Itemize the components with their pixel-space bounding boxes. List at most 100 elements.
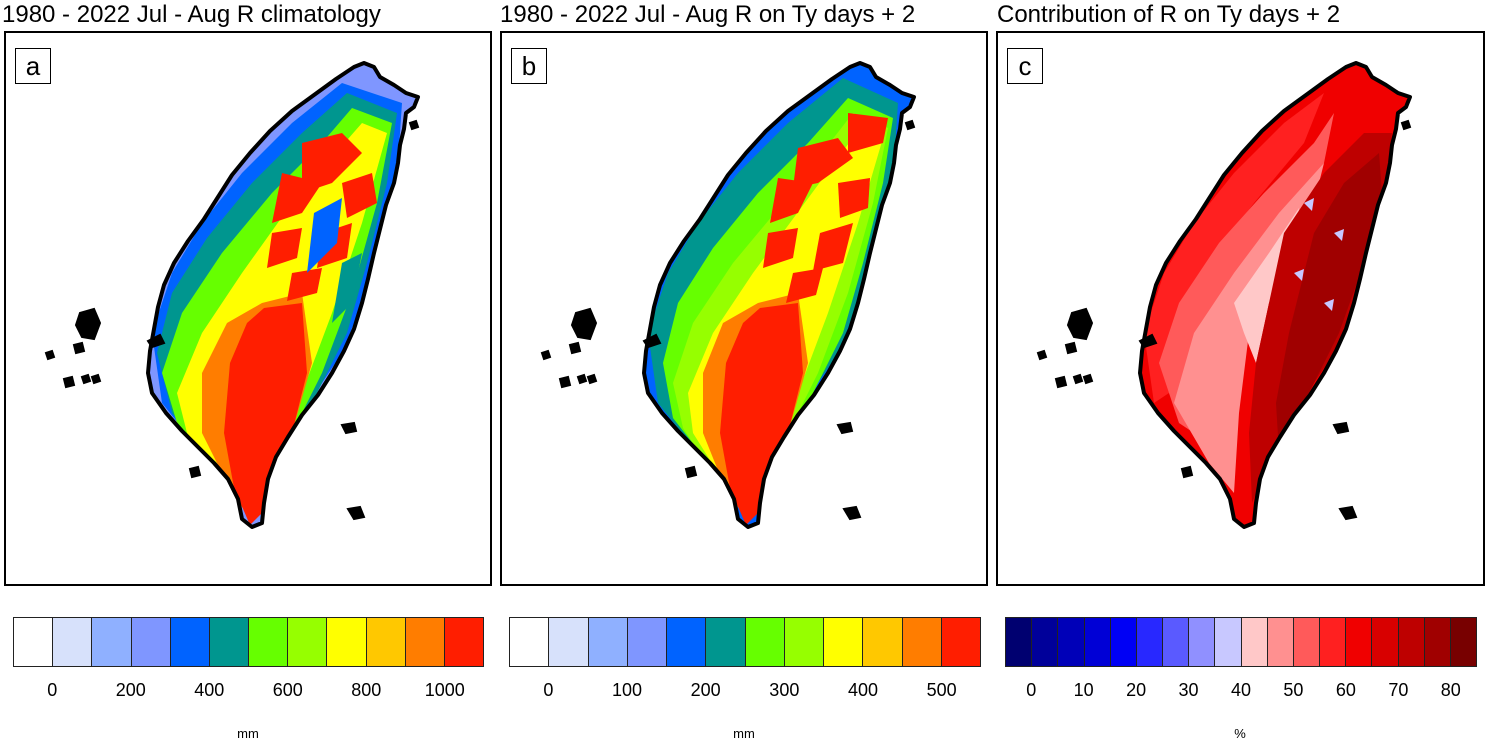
contour-band	[224, 303, 307, 525]
contour-band	[272, 173, 322, 223]
contour-band	[307, 198, 342, 273]
colorbar-tick-label: 20	[1126, 680, 1147, 700]
coastline	[146, 61, 420, 529]
colorbar-c-units: %	[1234, 726, 1246, 741]
island	[684, 465, 698, 479]
colorbar-tick-label: 200	[115, 680, 146, 700]
colorbar-swatch	[902, 618, 942, 666]
taiwan-map-b	[540, 61, 916, 529]
colorbar-a	[13, 617, 484, 667]
colorbar-swatch	[627, 618, 667, 666]
colorbar-swatch	[209, 618, 250, 666]
island	[1064, 341, 1078, 355]
colorbar-swatch	[706, 618, 746, 666]
taiwan-map-c	[1036, 61, 1412, 529]
rainfall-field	[1140, 63, 1410, 527]
island	[90, 373, 102, 385]
colorbar-c	[1005, 617, 1477, 667]
island	[836, 421, 854, 435]
colorbar-swatch	[1058, 618, 1085, 666]
colorbar-swatch	[1320, 618, 1347, 666]
colorbar-tick-label: 400	[847, 680, 879, 700]
colorbar-swatch	[366, 618, 406, 666]
colorbar-tick-label: 50	[1283, 680, 1304, 700]
colorbar-swatch	[941, 618, 980, 666]
panel-label-c: c	[1007, 48, 1043, 84]
colorbar-swatch	[549, 618, 589, 666]
panel-label-a: a	[15, 48, 51, 84]
island	[558, 375, 572, 389]
island	[44, 349, 56, 361]
colorbar-swatch	[667, 618, 707, 666]
island	[842, 505, 862, 521]
island	[188, 465, 202, 479]
contour-band	[302, 133, 362, 193]
island	[568, 341, 582, 355]
contour-band	[720, 303, 803, 525]
colorbar-swatch	[1136, 618, 1164, 666]
colorbar-tick-label: 0	[47, 680, 58, 700]
contour-band	[342, 173, 377, 218]
colorbar-swatch	[1450, 618, 1477, 666]
contour-band	[1304, 198, 1314, 211]
colorbar-tick-label: 10	[1073, 680, 1094, 700]
colorbar-tick-label: 80	[1440, 680, 1461, 700]
island	[540, 349, 552, 361]
colorbar-tick-label: 300	[769, 680, 800, 700]
island	[904, 119, 916, 131]
colorbar-swatch	[1163, 618, 1190, 666]
island	[1082, 373, 1094, 385]
island	[74, 307, 102, 341]
island	[1066, 307, 1094, 341]
contour-band	[848, 113, 888, 153]
colorbar-tick-label: 800	[351, 680, 382, 700]
colorbar-swatch	[1241, 618, 1268, 666]
contour-band	[1324, 299, 1334, 311]
colorbar-tick-label: 30	[1178, 680, 1199, 700]
panel-label-b: b	[511, 48, 547, 84]
colorbar-swatch	[510, 618, 550, 666]
colorbar-swatch	[131, 618, 171, 666]
colorbar-swatch	[170, 618, 210, 666]
colorbar-swatch	[14, 618, 54, 666]
island	[576, 373, 588, 385]
island	[62, 375, 76, 389]
colorbar-tick-label: 400	[194, 680, 225, 700]
colorbar-swatch	[1424, 618, 1451, 666]
island	[1036, 349, 1048, 361]
colorbar-tick-label: 60	[1335, 680, 1356, 700]
map-panel-c: c	[996, 31, 1485, 586]
island	[80, 373, 92, 385]
contour-band	[793, 138, 853, 188]
map-panel-a: a	[4, 31, 492, 586]
colorbar-tick-label: 100	[611, 680, 643, 700]
rainfall-field	[148, 63, 418, 527]
colorbar-tick-label: 40	[1230, 680, 1252, 700]
colorbar-swatch	[288, 618, 328, 666]
colorbar-swatch	[92, 618, 132, 666]
island	[642, 333, 662, 349]
colorbar-tick-label: 1000	[424, 680, 465, 700]
colorbar-swatch	[588, 618, 628, 666]
colorbar-swatch	[1398, 618, 1425, 666]
panel-c-title: Contribution of R on Ty days + 2	[997, 1, 1341, 28]
colorbar-b	[509, 617, 981, 667]
island	[1138, 333, 1158, 349]
colorbar-a-units: mm	[237, 726, 259, 741]
contour-band	[267, 228, 302, 268]
colorbar-tick-label: 200	[690, 680, 721, 700]
colorbar-swatch	[1293, 618, 1321, 666]
colorbar-swatch	[249, 618, 289, 666]
island	[1338, 505, 1358, 521]
contour-band	[1144, 93, 1324, 403]
island	[570, 307, 598, 341]
colorbar-swatch	[1084, 618, 1111, 666]
island	[146, 333, 166, 349]
contour-band	[1334, 229, 1344, 241]
colorbar-swatch	[1215, 618, 1242, 666]
colorbar-b-units: mm	[733, 726, 755, 741]
colorbar-swatch	[863, 618, 903, 666]
island	[1400, 119, 1412, 131]
colorbar-swatch	[745, 618, 785, 666]
contour-band	[786, 268, 823, 303]
